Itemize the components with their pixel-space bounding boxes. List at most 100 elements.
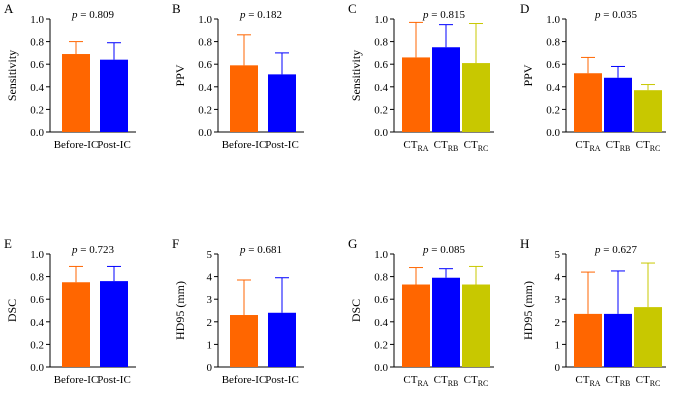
- y-tick-label: 0.8: [30, 272, 44, 284]
- y-tick-label: 3: [555, 294, 561, 306]
- p-value-label: p = 0.809: [71, 9, 114, 21]
- p-value-label: p = 0.035: [594, 9, 637, 21]
- y-tick-label: 0.0: [374, 362, 388, 374]
- p-value-label: p = 0.723: [71, 244, 114, 256]
- y-tick-label: 0.0: [374, 127, 388, 139]
- x-tick-label: CTRC: [636, 374, 661, 388]
- x-tick-label: CTRC: [464, 139, 489, 153]
- y-axis-label: HD95 (mm): [173, 281, 187, 340]
- y-tick-label: 0.2: [198, 104, 212, 116]
- x-tick-label: CTRA: [575, 139, 600, 153]
- y-tick-label: 0.6: [198, 59, 212, 71]
- p-value-label: p = 0.815: [422, 9, 465, 21]
- y-tick-label: 0.8: [374, 272, 388, 284]
- bar: [604, 77, 632, 132]
- y-tick-label: 0.4: [30, 317, 44, 329]
- bar: [432, 47, 460, 132]
- p-value-label: p = 0.182: [239, 9, 282, 21]
- y-axis-label: DSC: [5, 299, 19, 322]
- y-tick-label: 0.4: [374, 317, 388, 329]
- y-tick-label: 0.8: [198, 37, 212, 49]
- panel-letter: D: [520, 1, 529, 16]
- x-tick-label: Post-IC: [97, 374, 131, 386]
- y-tick-label: 0.6: [374, 294, 388, 306]
- y-axis-label: Sensitivity: [349, 50, 363, 101]
- bar: [402, 284, 430, 367]
- panel-letter: B: [172, 1, 181, 16]
- y-tick-label: 5: [555, 249, 561, 261]
- y-tick-label: 0.6: [374, 59, 388, 71]
- y-tick-label: 1.0: [198, 14, 212, 26]
- y-tick-label: 0.0: [30, 127, 44, 139]
- bar: [62, 282, 90, 367]
- panel-letter: H: [520, 236, 529, 251]
- y-tick-label: 0.4: [374, 82, 388, 94]
- y-tick-label: 0: [207, 362, 213, 374]
- x-tick-label: Before-IC: [54, 374, 99, 386]
- x-tick-label: CTRA: [403, 139, 428, 153]
- y-tick-label: 0.0: [198, 127, 212, 139]
- y-tick-label: 0.2: [546, 104, 560, 116]
- bar: [402, 57, 430, 132]
- panel-letter: C: [348, 1, 357, 16]
- x-tick-label: CTRC: [464, 374, 489, 388]
- panel-letter: A: [4, 1, 14, 16]
- y-tick-label: 0.2: [374, 104, 388, 116]
- bar: [604, 313, 632, 367]
- x-tick-label: CTRC: [636, 139, 661, 153]
- panel-letter: F: [172, 236, 179, 251]
- y-tick-label: 0.2: [374, 339, 388, 351]
- x-tick-label: Post-IC: [265, 374, 299, 386]
- bar: [100, 281, 128, 367]
- y-tick-label: 0.0: [546, 127, 560, 139]
- y-tick-label: 4: [555, 272, 561, 284]
- y-tick-label: 0.4: [198, 82, 212, 94]
- y-tick-label: 2: [207, 317, 213, 329]
- y-tick-label: 0: [555, 362, 561, 374]
- x-tick-label: CTRB: [606, 139, 631, 153]
- y-tick-label: 1.0: [546, 14, 560, 26]
- p-value-label: p = 0.681: [239, 244, 282, 256]
- bar: [62, 54, 90, 132]
- x-tick-label: CTRB: [434, 139, 459, 153]
- x-tick-label: Post-IC: [97, 139, 131, 151]
- y-tick-label: 0.4: [546, 82, 560, 94]
- y-tick-label: 0.8: [30, 37, 44, 49]
- p-value-label: p = 0.627: [594, 244, 637, 256]
- y-tick-label: 0.6: [546, 59, 560, 71]
- bar: [230, 315, 258, 367]
- y-tick-label: 1.0: [30, 249, 44, 261]
- y-axis-label: DSC: [349, 299, 363, 322]
- y-axis-label: HD95 (mm): [521, 281, 535, 340]
- y-tick-label: 0.6: [30, 294, 44, 306]
- bar: [100, 59, 128, 132]
- y-tick-label: 1.0: [30, 14, 44, 26]
- panel-letter: E: [4, 236, 12, 251]
- bar: [574, 73, 602, 132]
- y-axis-label: Sensitivity: [5, 50, 19, 101]
- x-tick-label: Before-IC: [222, 139, 267, 151]
- x-tick-label: CTRB: [606, 374, 631, 388]
- bar: [462, 63, 490, 132]
- y-tick-label: 0.2: [30, 339, 44, 351]
- y-tick-label: 0.8: [546, 37, 560, 49]
- bar: [268, 312, 296, 367]
- bar: [230, 65, 258, 132]
- p-value-label: p = 0.085: [422, 244, 465, 256]
- bar: [634, 307, 662, 367]
- y-tick-label: 4: [207, 272, 213, 284]
- y-tick-label: 1: [555, 339, 561, 351]
- x-tick-label: Post-IC: [265, 139, 299, 151]
- y-tick-label: 2: [555, 317, 561, 329]
- y-tick-label: 1: [207, 339, 213, 351]
- y-tick-label: 0.2: [30, 104, 44, 116]
- bar: [462, 284, 490, 367]
